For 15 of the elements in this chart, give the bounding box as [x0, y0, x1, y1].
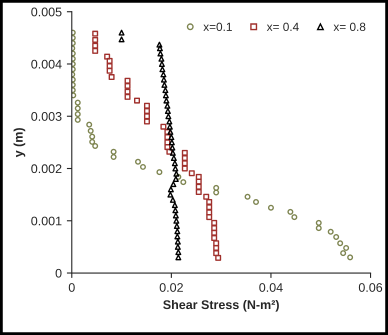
x-tick-label: 0 [68, 283, 75, 292]
y-tick-label: 0.004 [31, 60, 62, 69]
y-tick-label: 0.003 [31, 112, 62, 121]
y-tick-label: 0.002 [31, 164, 62, 174]
x-axis-title: Shear Stress (N-m²) [163, 300, 279, 312]
legend-label: x=0.1 [203, 22, 232, 32]
x-tick-label: 0.04 [259, 283, 283, 292]
legend-label: x= 0.8 [334, 22, 366, 32]
y-axis-title: y (m) [14, 128, 26, 158]
y-tick-label: 0.005 [31, 8, 62, 16]
y-tick-label: 0.001 [31, 216, 62, 226]
x-tick-label: 0.02 [160, 283, 183, 292]
legend-label: x= 0.4 [266, 22, 299, 32]
y-tick-label: 0 [56, 268, 62, 278]
x-tick-label: 0.06 [358, 283, 382, 292]
